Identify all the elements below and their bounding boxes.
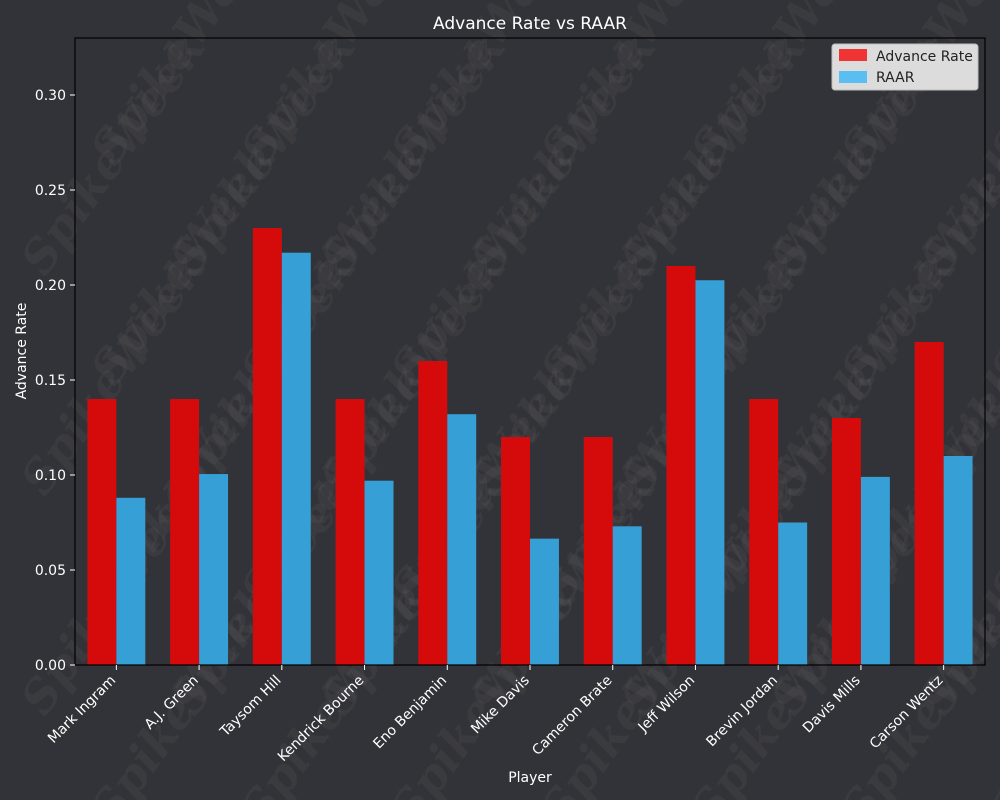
legend-swatch-advance-rate bbox=[839, 49, 867, 61]
bar-advance-rate-davis-mills bbox=[831, 418, 861, 665]
y-axis-label: Advance Rate bbox=[14, 303, 30, 400]
y-tick-label: 0.25 bbox=[35, 183, 66, 199]
legend-frame bbox=[831, 43, 979, 91]
bars-layer bbox=[87, 228, 973, 665]
x-axis-label: Player bbox=[508, 770, 552, 786]
bar-raar-taysom-hill bbox=[281, 252, 311, 665]
bar-raar-kendrick-bourne bbox=[364, 480, 394, 665]
bar-raar-cameron-brate bbox=[612, 526, 642, 665]
chart-title: Advance Rate vs RAAR bbox=[433, 14, 627, 34]
bar-advance-rate-cameron-brate bbox=[583, 437, 613, 665]
bar-raar-a-j-green bbox=[199, 474, 229, 665]
bar-advance-rate-brevin-jordan bbox=[749, 399, 779, 665]
legend-label-raar: RAAR bbox=[876, 70, 915, 86]
bar-raar-carson-wentz bbox=[943, 456, 973, 665]
bar-advance-rate-kendrick-bourne bbox=[335, 399, 365, 665]
bar-raar-davis-mills bbox=[860, 476, 890, 665]
y-tick-label: 0.20 bbox=[35, 278, 66, 294]
bar-advance-rate-jeff-wilson bbox=[666, 266, 696, 665]
bar-advance-rate-eno-benjamin bbox=[418, 361, 448, 665]
bar-advance-rate-mark-ingram bbox=[87, 399, 117, 665]
bar-raar-jeff-wilson bbox=[695, 280, 725, 665]
legend-swatch-raar bbox=[839, 71, 867, 83]
bar-advance-rate-a-j-green bbox=[170, 399, 200, 665]
y-axis-ticks: 0.00 0.05 0.10 0.15 0.20 0.25 0.30 bbox=[35, 88, 75, 674]
bar-advance-rate-carson-wentz bbox=[914, 342, 944, 665]
bar-raar-brevin-jordan bbox=[778, 522, 808, 665]
bar-raar-eno-benjamin bbox=[447, 414, 477, 665]
legend-label-advance-rate: Advance Rate bbox=[876, 49, 973, 65]
bar-raar-mark-ingram bbox=[116, 497, 146, 665]
bar-advance-rate-taysom-hill bbox=[252, 228, 282, 665]
legend: Advance Rate RAAR bbox=[831, 43, 979, 91]
y-tick-label: 0.10 bbox=[35, 468, 66, 484]
y-tick-label: 0.30 bbox=[35, 88, 66, 104]
y-tick-label: 0.15 bbox=[35, 373, 66, 389]
bar-raar-mike-davis bbox=[530, 538, 559, 665]
bar-advance-rate-mike-davis bbox=[501, 437, 530, 665]
y-tick-label: 0.05 bbox=[35, 563, 66, 579]
y-tick-label: 0.00 bbox=[35, 658, 66, 674]
